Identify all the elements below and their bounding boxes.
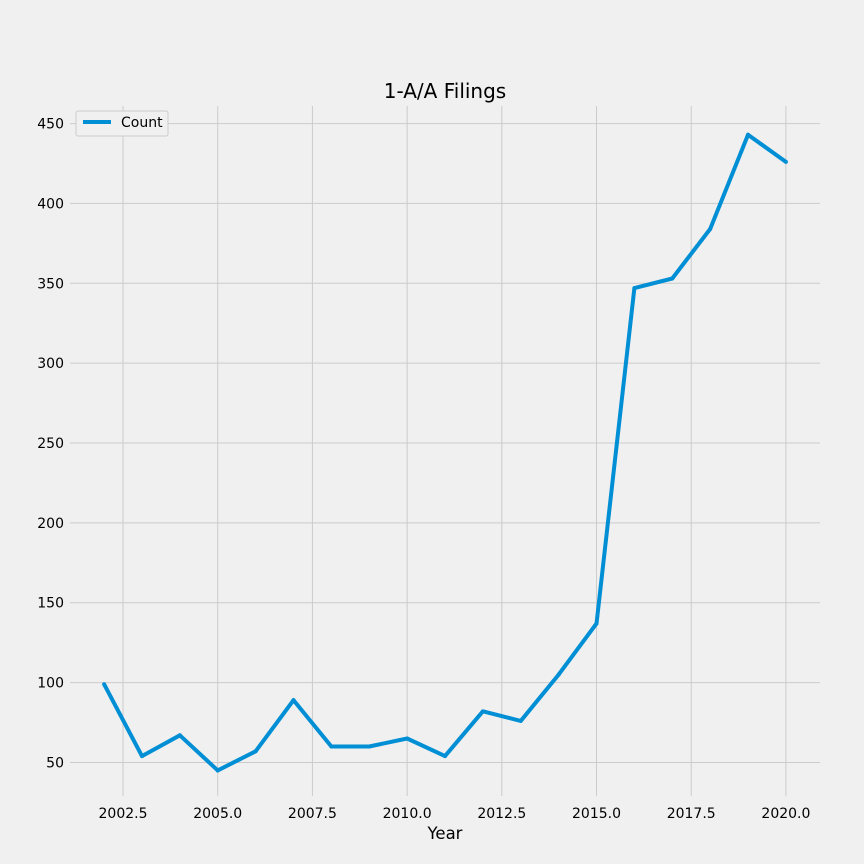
y-tick-label: 400: [37, 196, 64, 212]
y-tick-label: 450: [37, 117, 64, 133]
y-tick-label: 350: [37, 276, 64, 292]
y-tick-label: 200: [37, 516, 64, 532]
grid: [70, 106, 820, 796]
y-tick-label: 100: [37, 676, 64, 692]
x-tick-label: 2005.0: [193, 806, 242, 822]
data-point: [405, 736, 410, 741]
data-point: [367, 744, 372, 749]
x-axis-label: Year: [427, 824, 463, 843]
x-tick-label: 2020.0: [761, 806, 810, 822]
data-point: [632, 286, 637, 291]
y-tick-label: 50: [46, 755, 64, 771]
data-point: [443, 754, 447, 759]
series-layer: [102, 132, 788, 773]
data-point: [746, 132, 751, 137]
legend-box: [75, 110, 169, 137]
x-tick-labels: 2002.5 2005.0 2007.5 2010.0 2012.5 2015.0 2017…: [99, 806, 811, 822]
chart-title: 1-A/A Filings: [384, 79, 506, 103]
y-tick-labels: 50 100 150 200 250 300 350 400 450: [37, 117, 64, 772]
data-point: [556, 672, 561, 677]
data-point: [480, 709, 485, 714]
data-point: [177, 733, 182, 738]
data-point: [670, 276, 675, 281]
x-tick-label: 2007.5: [288, 806, 337, 822]
x-tick-label: 2010.0: [383, 806, 432, 822]
data-point: [708, 226, 713, 231]
data-point: [139, 754, 144, 759]
y-tick-label: 150: [37, 596, 64, 612]
x-tick-label: 2015.0: [572, 806, 621, 822]
data-point: [594, 621, 599, 626]
y-tick-label: 300: [37, 356, 64, 372]
data-point: [291, 698, 296, 703]
x-tick-label: 2012.5: [477, 806, 526, 822]
data-point: [518, 718, 523, 723]
x-tick-label: 2017.5: [667, 806, 716, 822]
data-point: [783, 159, 788, 164]
data-point: [253, 749, 258, 754]
x-tick-label: 2002.5: [99, 806, 148, 822]
data-point: [329, 744, 334, 749]
legend-label-count: Count: [121, 115, 163, 131]
legend: Count: [75, 110, 169, 137]
y-tick-label: 250: [37, 436, 64, 452]
data-point: [102, 682, 107, 687]
data-point: [215, 768, 220, 773]
